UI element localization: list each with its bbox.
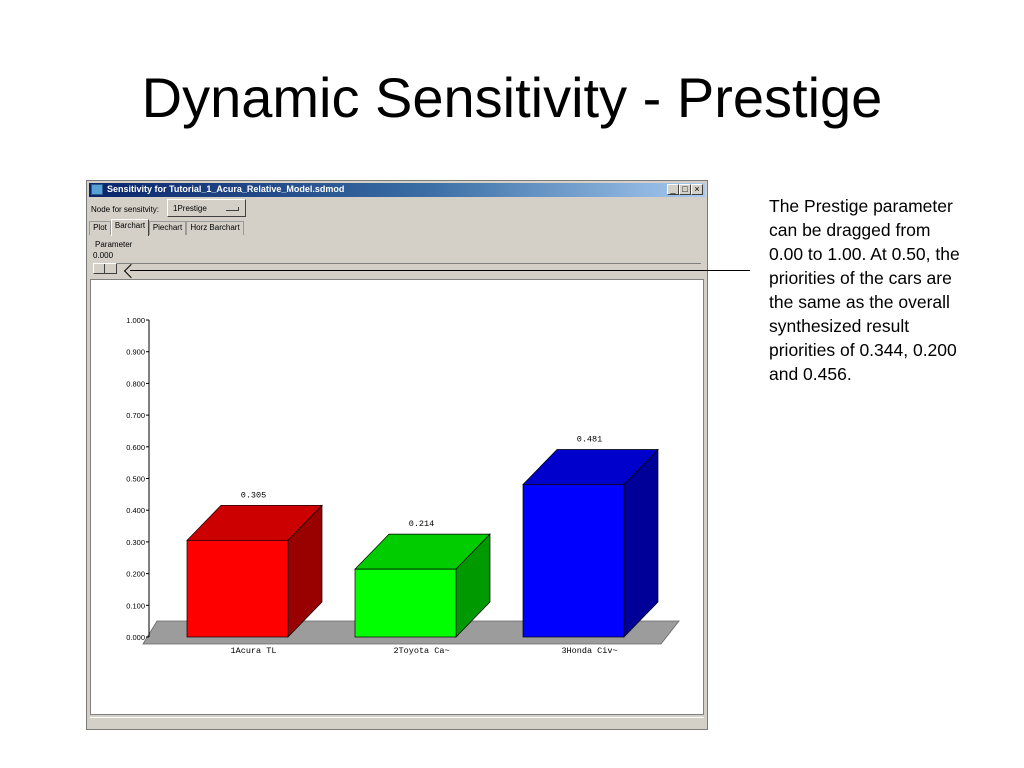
y-tick-label: 1.000 bbox=[126, 316, 145, 325]
bar-value-label: 0.305 bbox=[241, 490, 267, 500]
slide-title: Dynamic Sensitivity - Prestige bbox=[141, 66, 883, 129]
y-tick-label: 0.800 bbox=[126, 379, 145, 388]
x-category-label: 3Honda Civ~ bbox=[561, 646, 617, 656]
node-label: Node for sensitvity: bbox=[91, 205, 160, 214]
maximize-button[interactable]: □ bbox=[679, 184, 691, 195]
y-tick-label: 0.900 bbox=[126, 348, 145, 357]
parameter-value: 0.000 bbox=[93, 251, 114, 260]
y-tick-label: 0.100 bbox=[126, 601, 145, 610]
x-category-label: 1Acura TL bbox=[231, 646, 277, 656]
app-icon bbox=[91, 184, 103, 195]
explanation-text: The Prestige parameter can be dragged fr… bbox=[769, 196, 960, 384]
y-tick-label: 0.700 bbox=[126, 411, 145, 420]
y-tick-label: 0.600 bbox=[126, 443, 145, 452]
y-tick-label: 0.500 bbox=[126, 475, 145, 484]
x-category-label: 2Toyota Ca~ bbox=[393, 646, 449, 656]
bar-value-label: 0.481 bbox=[577, 435, 603, 445]
status-bar bbox=[90, 717, 704, 728]
tab-horz-barchart[interactable]: Horz Barchart bbox=[186, 221, 244, 235]
node-select[interactable]: 1Prestige bbox=[167, 199, 246, 217]
bar bbox=[522, 484, 625, 638]
bar bbox=[354, 568, 457, 638]
y-tick-label: 0.400 bbox=[126, 506, 145, 515]
parameter-slider-thumb[interactable] bbox=[93, 263, 117, 274]
callout-line bbox=[130, 270, 750, 271]
y-tick-label: 0.300 bbox=[126, 538, 145, 547]
chart-area: 0.000 0.100 0.200 0.300 0.400 0.500 0.600 0.700… bbox=[90, 279, 704, 715]
sensitivity-window: Sensitivity for Tutorial_1_Acura_Relativ… bbox=[86, 180, 708, 730]
tab-plot[interactable]: Plot bbox=[89, 221, 111, 235]
bar bbox=[186, 539, 289, 638]
window-titlebar[interactable]: Sensitivity for Tutorial_1_Acura_Relativ… bbox=[89, 183, 705, 197]
tab-piechart[interactable]: Piechart bbox=[149, 221, 186, 235]
dropdown-icon bbox=[226, 207, 239, 211]
barchart: 0.000 0.100 0.200 0.300 0.400 0.500 0.600 0.700… bbox=[126, 316, 680, 656]
node-select-value: 1Prestige bbox=[173, 204, 207, 213]
parameter-label: Parameter bbox=[95, 240, 133, 249]
parameter-panel: Parameter 0.000 bbox=[91, 236, 703, 278]
tab-barchart[interactable]: Barchart bbox=[111, 219, 149, 236]
y-tick-label: 0.200 bbox=[126, 570, 145, 579]
minimize-button[interactable]: _ bbox=[667, 184, 679, 195]
bar-value-label: 0.214 bbox=[409, 519, 435, 529]
close-button[interactable]: × bbox=[691, 184, 703, 195]
parameter-slider-track[interactable] bbox=[93, 263, 701, 264]
window-title: Sensitivity for Tutorial_1_Acura_Relativ… bbox=[107, 184, 345, 194]
y-tick-label: 0.000 bbox=[126, 633, 145, 642]
